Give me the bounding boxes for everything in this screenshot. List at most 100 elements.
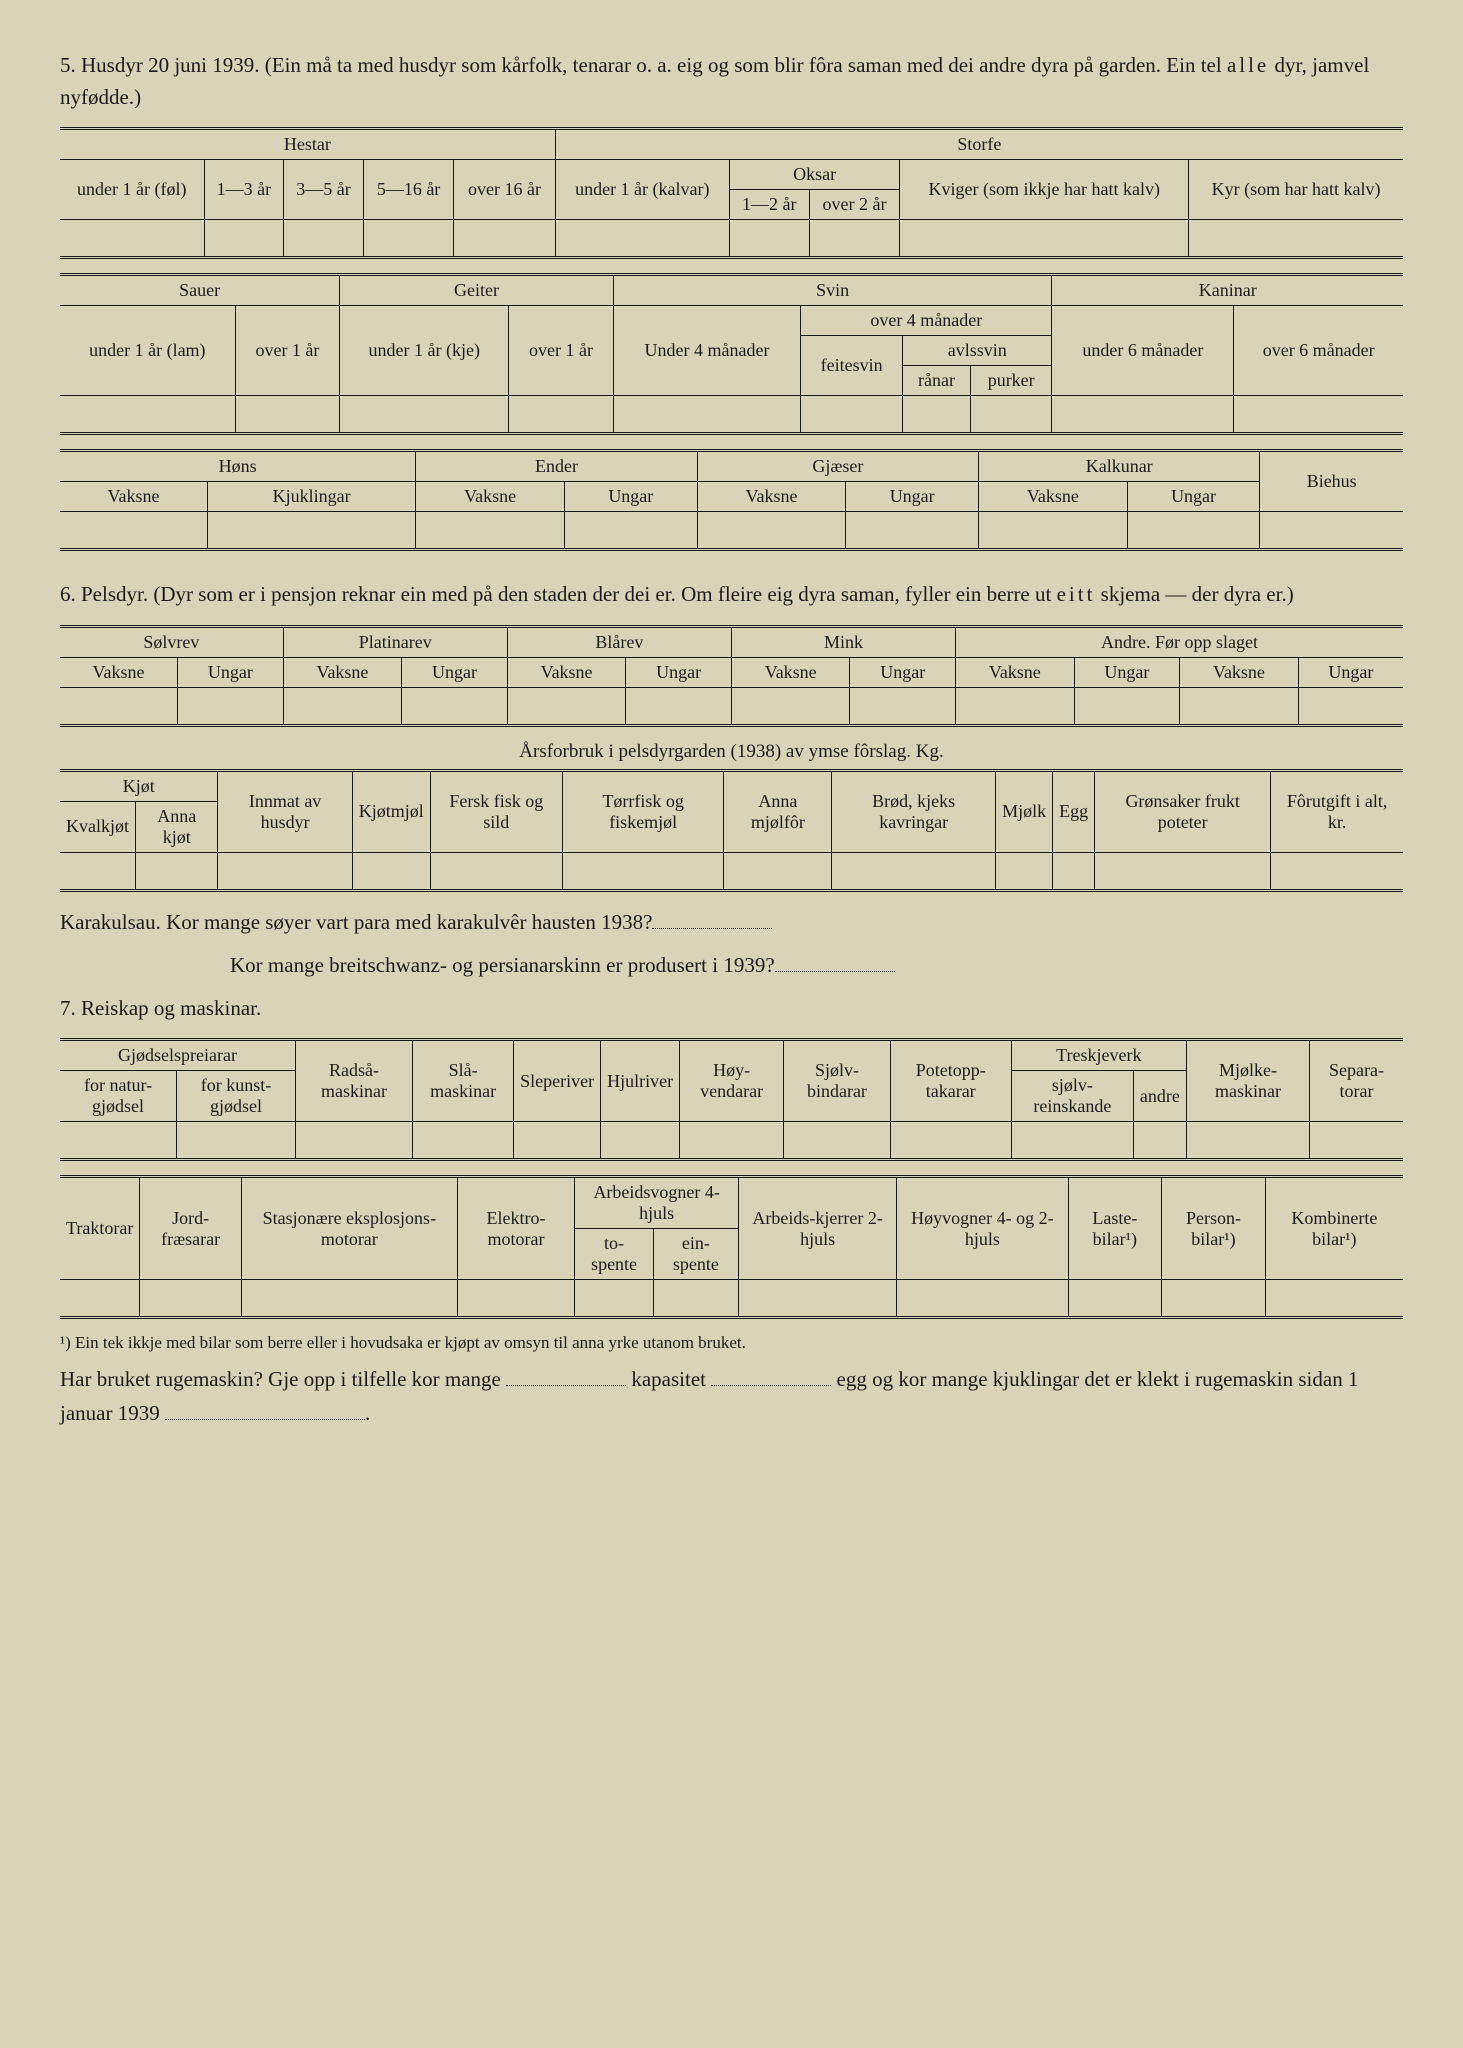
- cell[interactable]: [1068, 1280, 1162, 1318]
- cell[interactable]: [60, 852, 136, 890]
- col-vaksne: Vaksne: [979, 482, 1128, 512]
- cell[interactable]: [613, 396, 800, 434]
- cell[interactable]: [284, 220, 364, 258]
- col-sleperiver: Sleperiver: [514, 1040, 601, 1122]
- cell[interactable]: [832, 852, 996, 890]
- cell[interactable]: [60, 1280, 140, 1318]
- cell[interactable]: [903, 396, 971, 434]
- section-7-intro: 7. Reiskap og maskinar.: [60, 993, 1403, 1025]
- cell[interactable]: [507, 687, 625, 725]
- cell[interactable]: [430, 852, 562, 890]
- cell[interactable]: [1271, 852, 1403, 890]
- cell[interactable]: [970, 396, 1051, 434]
- cell[interactable]: [956, 687, 1074, 725]
- cell[interactable]: [1053, 852, 1095, 890]
- cell[interactable]: [850, 687, 956, 725]
- cell[interactable]: [235, 396, 340, 434]
- cell[interactable]: [724, 852, 832, 890]
- cell[interactable]: [1052, 396, 1234, 434]
- col-kunst: for kunst-gjødsel: [177, 1071, 296, 1122]
- cell[interactable]: [140, 1280, 242, 1318]
- cell[interactable]: [1310, 1122, 1403, 1160]
- hdr-gjodsel: Gjødselspreiarar: [60, 1040, 296, 1071]
- cell[interactable]: [402, 687, 508, 725]
- section-7-text: Reiskap og maskinar.: [81, 996, 261, 1020]
- cell[interactable]: [1298, 687, 1403, 725]
- cell[interactable]: [1180, 687, 1298, 725]
- cell[interactable]: [890, 1122, 1011, 1160]
- blank-field[interactable]: [711, 1365, 831, 1386]
- section-6-text2: skjema — der dyra er.): [1095, 582, 1293, 606]
- cell[interactable]: [208, 512, 416, 550]
- cell[interactable]: [60, 512, 208, 550]
- blank-field[interactable]: [775, 951, 895, 972]
- cell[interactable]: [1127, 512, 1260, 550]
- hdr-kjot: Kjøt: [60, 770, 218, 801]
- cell[interactable]: [60, 687, 178, 725]
- cell[interactable]: [1265, 1280, 1403, 1318]
- cell[interactable]: [979, 512, 1128, 550]
- section-6-spaced: eitt: [1057, 582, 1096, 606]
- cell[interactable]: [562, 852, 724, 890]
- cell[interactable]: [653, 1280, 738, 1318]
- cell[interactable]: [204, 220, 284, 258]
- cell[interactable]: [60, 396, 235, 434]
- cell[interactable]: [136, 852, 218, 890]
- cell[interactable]: [363, 220, 453, 258]
- cell[interactable]: [555, 220, 729, 258]
- blank-field[interactable]: [165, 1399, 365, 1420]
- cell[interactable]: [784, 1122, 890, 1160]
- cell[interactable]: [283, 687, 401, 725]
- cell[interactable]: [801, 396, 903, 434]
- cell[interactable]: [739, 1280, 897, 1318]
- col-tospente: to-spente: [575, 1229, 653, 1280]
- cell[interactable]: [178, 687, 284, 725]
- cell[interactable]: [177, 1122, 296, 1160]
- blank-field[interactable]: [652, 908, 772, 929]
- cell[interactable]: [900, 220, 1189, 258]
- cell[interactable]: [731, 687, 849, 725]
- cell[interactable]: [1186, 1122, 1309, 1160]
- table-pelsdyr: Sølvrev Platinarev Blårev Mink Andre. Fø…: [60, 625, 1403, 727]
- cell[interactable]: [575, 1280, 653, 1318]
- col-ungar: Ungar: [178, 657, 284, 687]
- cell[interactable]: [1011, 1122, 1133, 1160]
- cell[interactable]: [509, 396, 614, 434]
- cell[interactable]: [809, 220, 900, 258]
- cell[interactable]: [60, 220, 204, 258]
- cell[interactable]: [1234, 396, 1403, 434]
- cell[interactable]: [1162, 1280, 1266, 1318]
- cell[interactable]: [454, 220, 556, 258]
- cell[interactable]: [340, 396, 509, 434]
- cell[interactable]: [1074, 687, 1180, 725]
- cell[interactable]: [241, 1280, 457, 1318]
- cell[interactable]: [413, 1122, 514, 1160]
- col-forutgift: Fôrutgift i alt, kr.: [1271, 770, 1403, 852]
- col-vaksne: Vaksne: [60, 482, 208, 512]
- cell[interactable]: [697, 512, 846, 550]
- cell[interactable]: [897, 1280, 1068, 1318]
- cell[interactable]: [729, 220, 809, 258]
- cell[interactable]: [996, 852, 1053, 890]
- cell[interactable]: [1260, 512, 1403, 550]
- cell[interactable]: [564, 512, 697, 550]
- cell[interactable]: [296, 1122, 413, 1160]
- blank-field[interactable]: [506, 1365, 626, 1386]
- cell[interactable]: [60, 1122, 177, 1160]
- cell[interactable]: [1189, 220, 1403, 258]
- cell[interactable]: [601, 1122, 680, 1160]
- col-stasj: Stasjonære eksplosjons-motorar: [241, 1177, 457, 1280]
- cell[interactable]: [1133, 1122, 1186, 1160]
- cell[interactable]: [680, 1122, 784, 1160]
- col-traktorar: Traktorar: [60, 1177, 140, 1280]
- cell[interactable]: [1095, 852, 1271, 890]
- cell[interactable]: [514, 1122, 601, 1160]
- cell[interactable]: [457, 1280, 575, 1318]
- cell[interactable]: [626, 687, 732, 725]
- cell[interactable]: [352, 852, 430, 890]
- ruge-p4: .: [365, 1401, 370, 1425]
- cell[interactable]: [846, 512, 979, 550]
- cell[interactable]: [218, 852, 352, 890]
- cell[interactable]: [416, 512, 565, 550]
- hdr-hestar: Hestar: [60, 129, 555, 160]
